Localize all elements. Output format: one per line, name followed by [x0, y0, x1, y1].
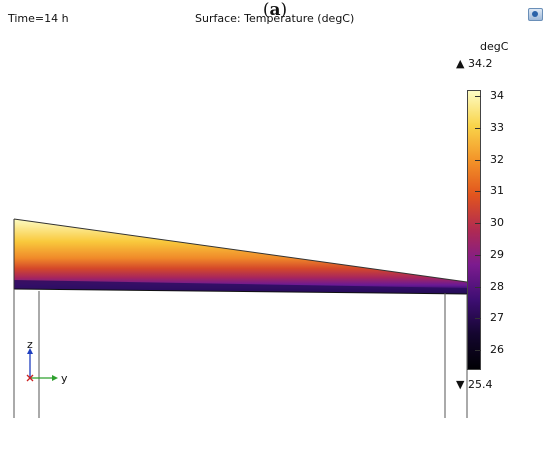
colorbar-tick-label: 27 — [490, 311, 504, 325]
colorbar-tick-mark — [475, 191, 481, 193]
colorbar-min: ▼ 25.4 — [456, 378, 492, 391]
colorbar-min-value: 25.4 — [467, 378, 493, 391]
colorbar-tick-label: 26 — [490, 343, 504, 356]
z-axis-arrowhead — [27, 348, 33, 354]
time-label: Time=14 h — [8, 12, 69, 25]
colorbar-max-value: 34.2 — [467, 57, 493, 70]
surface-bottom-band — [14, 280, 467, 294]
y-axis-arrowhead — [52, 375, 58, 381]
caption-letter: a — [269, 0, 281, 20]
colorbar — [467, 90, 481, 370]
plot-title: Surface: Temperature (degC) — [195, 12, 355, 25]
caption-close: ) — [280, 0, 288, 20]
surface-bottom-edge — [13, 288, 468, 295]
colorbar-tick-label: 30 — [490, 216, 504, 229]
min-triangle-icon: ▼ — [456, 378, 465, 391]
colorbar-tick-mark — [475, 286, 481, 288]
colorbar-tick-label: 28 — [490, 279, 504, 293]
colorbar-tick-mark — [475, 254, 481, 256]
caption-open: ( — [262, 0, 270, 20]
colorbar-tick-label: 31 — [490, 184, 504, 198]
z-axis-label: z — [27, 338, 33, 351]
colorbar-tick-mark — [475, 350, 481, 351]
colorbar-tick-mark — [475, 96, 481, 97]
colorbar-unit: degC — [480, 40, 509, 53]
temperature-surface — [14, 219, 467, 294]
colorbar-tick-label: 32 — [490, 152, 504, 166]
colorbar-tick-mark — [475, 223, 481, 224]
colorbar-tick-mark — [475, 127, 481, 129]
x-axis-marker — [26, 374, 34, 382]
colorbar-tick-label: 33 — [490, 120, 504, 134]
colorbar-max: ▲ 34.2 — [456, 57, 492, 70]
surface-top-edge — [13, 218, 468, 283]
colorbar-tick-mark — [475, 159, 481, 161]
y-axis-label: y — [61, 372, 68, 385]
colorbar-tick-mark — [475, 318, 481, 320]
toolbar-icon[interactable] — [528, 8, 543, 21]
colorbar-tick-label: 34 — [490, 89, 504, 102]
figure-caption: (a) — [0, 0, 550, 20]
colorbar-tick-label: 29 — [490, 247, 504, 261]
max-triangle-icon: ▲ — [456, 57, 465, 70]
colorbar-gradient — [467, 90, 481, 370]
